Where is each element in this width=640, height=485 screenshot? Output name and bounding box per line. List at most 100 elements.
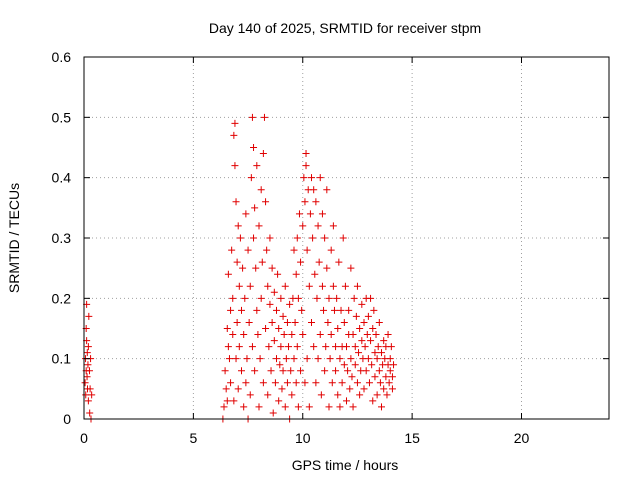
data-point (293, 234, 301, 242)
data-point (386, 367, 394, 375)
x-axis-title: GPS time / hours (292, 457, 399, 473)
chart-title: Day 140 of 2025, SRMTID for receiver stp… (209, 20, 481, 36)
data-point (257, 186, 265, 194)
data-point (387, 343, 395, 351)
data-point (386, 355, 394, 363)
data-point (353, 282, 361, 290)
data-point (360, 385, 368, 393)
data-point (367, 294, 375, 302)
data-point (270, 337, 278, 345)
data-point (84, 343, 92, 351)
data-point (375, 318, 383, 326)
data-point (270, 288, 278, 296)
grid-layer (84, 57, 609, 419)
y-tick-label: 0.4 (52, 170, 72, 186)
data-point (367, 337, 375, 345)
data-point (299, 222, 307, 230)
data-point (339, 234, 347, 242)
data-point (302, 150, 310, 158)
data-point (373, 391, 381, 399)
data-point (380, 337, 388, 345)
data-point (358, 337, 366, 345)
data-point (238, 367, 245, 375)
data-point (262, 198, 270, 206)
data-point (356, 391, 364, 399)
data-point (275, 397, 283, 405)
data-point (288, 331, 296, 339)
data-point (236, 234, 244, 242)
data-point (378, 349, 385, 357)
data-point (360, 318, 368, 326)
data-point (83, 349, 91, 357)
data-point (336, 403, 344, 411)
data-point (230, 397, 238, 405)
data-point (262, 325, 270, 332)
data-point (238, 306, 245, 314)
data-point (321, 367, 329, 375)
data-point (271, 379, 279, 387)
data-point (345, 306, 353, 314)
data-point (234, 222, 242, 230)
data-point (250, 144, 258, 151)
data-point (315, 258, 323, 266)
y-tick-label: 0.3 (52, 230, 72, 246)
data-point (325, 294, 333, 302)
data-point (240, 403, 248, 411)
data-point (232, 198, 240, 206)
data-point (82, 391, 90, 399)
data-point (222, 385, 230, 393)
data-point (259, 150, 267, 158)
data-point (388, 373, 396, 381)
data-point (231, 119, 239, 127)
data-point (256, 355, 264, 363)
y-tick-label: 0.1 (52, 351, 72, 367)
data-point (349, 403, 357, 411)
data-point (305, 403, 313, 411)
data-point (297, 367, 305, 375)
data-point (259, 379, 267, 387)
data-point (277, 294, 285, 302)
data-point (83, 373, 91, 381)
data-point (252, 264, 260, 272)
data-point (364, 312, 372, 320)
data-point (326, 355, 334, 363)
data-point (314, 222, 322, 230)
data-point (308, 174, 315, 182)
data-point (334, 325, 342, 332)
data-point (246, 391, 254, 399)
data-point (340, 318, 348, 326)
data-point (312, 198, 320, 206)
data-point (376, 379, 384, 387)
x-tick-label: 15 (404, 430, 420, 446)
data-point (301, 198, 309, 206)
data-point (350, 294, 358, 302)
data-point (253, 306, 261, 314)
data-point (344, 367, 352, 375)
data-point (329, 222, 337, 230)
data-point (329, 282, 337, 290)
data-point (84, 397, 92, 405)
data-point (314, 355, 322, 363)
data-point (388, 385, 396, 393)
data-point (235, 343, 243, 351)
data-point (258, 258, 266, 266)
data-point (294, 403, 302, 411)
data-point (224, 270, 232, 278)
y-tick-label: 0.2 (52, 290, 72, 306)
data-point (369, 325, 377, 332)
data-point (369, 397, 377, 405)
data-point (374, 343, 382, 351)
data-point (320, 306, 328, 314)
data-point (301, 379, 309, 387)
data-point (280, 331, 288, 339)
data-point (294, 294, 302, 302)
data-point (248, 343, 256, 351)
data-point (358, 300, 366, 308)
data-point (251, 367, 259, 375)
data-point (383, 391, 391, 399)
data-point (244, 246, 252, 254)
data-point (332, 367, 340, 375)
data-point (349, 331, 357, 339)
data-point (221, 367, 229, 375)
y-tick-label: 0 (63, 411, 71, 427)
